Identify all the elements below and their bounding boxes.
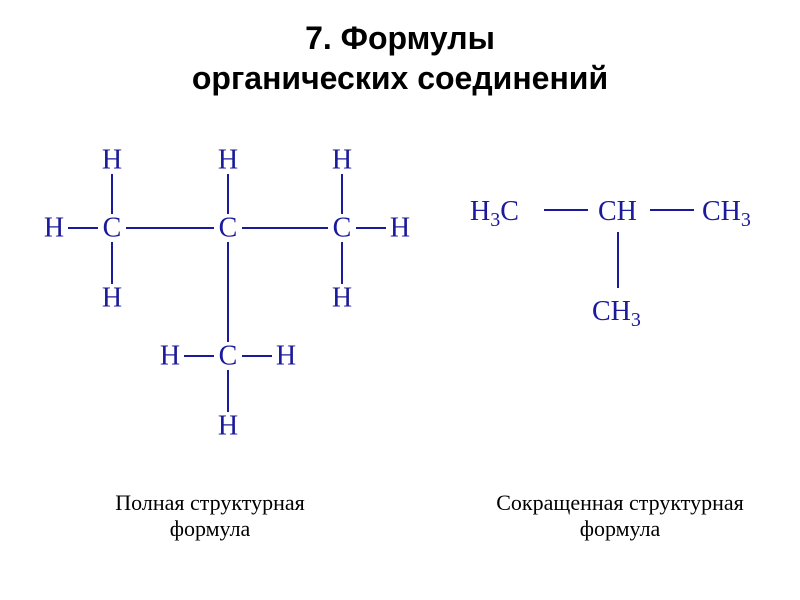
svg-text:H: H (276, 341, 296, 372)
svg-text:H3C: H3C (470, 196, 519, 231)
svg-text:H: H (332, 283, 352, 314)
caption-full-line2: формула (60, 516, 360, 542)
svg-text:C: C (103, 213, 122, 244)
title-line2: органических соединений (0, 58, 800, 98)
svg-text:H: H (102, 145, 122, 176)
caption-full: Полная структурная формула (60, 490, 360, 543)
svg-text:CH3: CH3 (592, 296, 641, 331)
condensed-structural-formula: H3C CH CH3 CH3 (440, 160, 780, 365)
caption-condensed-line2: формула (460, 516, 780, 542)
caption-condensed-line1: Сокращенная структурная (460, 490, 780, 516)
svg-text:C: C (219, 213, 238, 244)
full-structural-formula: H H C H H C H C H H H C H H (20, 130, 440, 455)
svg-text:H: H (160, 341, 180, 372)
svg-text:C: C (333, 213, 352, 244)
svg-text:CH: CH (598, 196, 637, 227)
svg-text:H: H (102, 283, 122, 314)
svg-text:H: H (390, 213, 410, 244)
svg-text:H: H (44, 213, 64, 244)
svg-text:H: H (218, 411, 238, 442)
title-line1: 7. Формулы (0, 18, 800, 58)
svg-text:H: H (218, 145, 238, 176)
svg-text:CH3: CH3 (702, 196, 751, 231)
diagram-area: HHCHHCHCHHHCHH H3CCHCH3CH3 (0, 130, 800, 480)
svg-text:C: C (219, 341, 238, 372)
page-title: 7. Формулы органических соединений (0, 0, 800, 98)
svg-text:H: H (332, 145, 352, 176)
caption-condensed: Сокращенная структурная формула (460, 490, 780, 543)
caption-full-line1: Полная структурная (60, 490, 360, 516)
